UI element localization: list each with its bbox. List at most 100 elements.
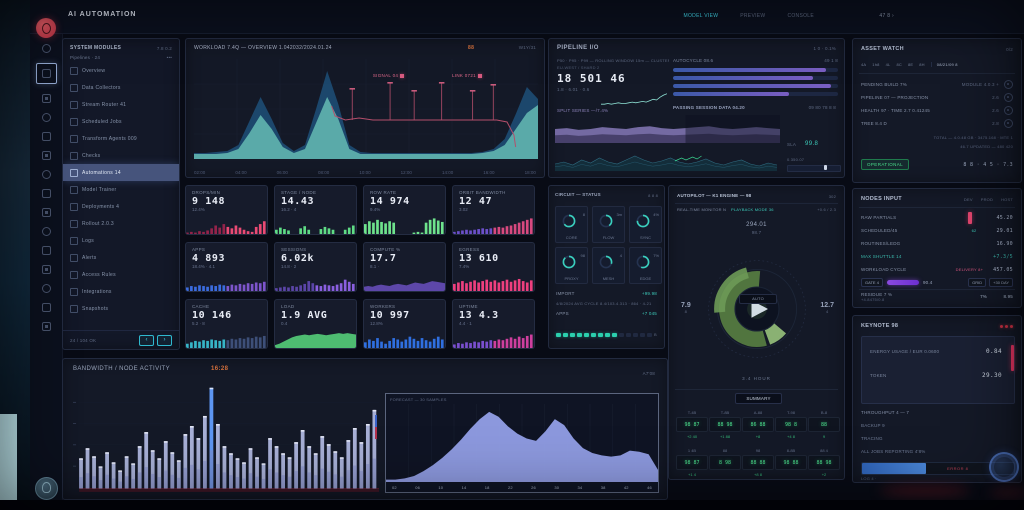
kpi-card[interactable]: LOAD 1.9 AVG 0.4 [274, 299, 357, 349]
ops-strip[interactable] [787, 165, 841, 172]
shield-icon[interactable] [41, 189, 51, 198]
gear-icon[interactable] [1004, 93, 1013, 102]
kpi-card[interactable]: DROPS/MIN 9 148 12.4% [185, 185, 268, 235]
circuit-tile[interactable]: 98 PROXY [555, 247, 588, 284]
kpi-card[interactable]: ROW RATE 14 974 9.4% [363, 185, 446, 235]
sidebar-item[interactable]: Deployments 4 [63, 198, 179, 215]
sidebar-item[interactable]: Overview [63, 62, 179, 79]
tab-4a[interactable]: 4A [861, 62, 867, 67]
tab-8e[interactable]: 8E [907, 62, 914, 67]
kpi-card[interactable]: STAGE / NODE 14.43 16.2 · 4 [274, 185, 357, 235]
clock-icon[interactable] [41, 246, 51, 255]
ops-strip-handle[interactable] [824, 165, 828, 170]
circuit-tile[interactable]: 7% EDGE [629, 247, 662, 284]
col-prod[interactable]: PROD [980, 197, 994, 202]
queue-bar-track [673, 67, 838, 73]
app-logo[interactable] [36, 18, 56, 38]
main-chart-panel: WORKLOAD 7.4Q — OVERVIEW 1.042032/2024.0… [185, 38, 545, 178]
kpi-chart [364, 331, 445, 348]
dial-stat-value: 88 [808, 417, 840, 432]
gear-icon[interactable] [1004, 80, 1013, 89]
chart-icon[interactable] [41, 132, 51, 141]
bell-icon[interactable] [41, 227, 51, 236]
sidebar-item-label: Logs [82, 237, 95, 244]
gear-icon[interactable] [1004, 106, 1013, 115]
kpi-card[interactable]: SESSIONS 6.02k 14.8 · 2 [274, 242, 357, 292]
sidebar-item[interactable]: Transform Agents 009 [63, 130, 179, 147]
cloud-icon[interactable] [41, 208, 51, 217]
sidebar-item[interactable]: Integrations [63, 283, 179, 300]
tools-icon[interactable] [41, 265, 51, 274]
sidebar-item[interactable]: Stream Router 41 [63, 96, 179, 113]
col-host[interactable]: HOST [1001, 197, 1013, 202]
terminal-icon[interactable] [41, 170, 51, 179]
sidebar-item[interactable]: Snapshots [63, 300, 179, 317]
sidebar-item[interactable]: Logs [63, 232, 179, 249]
sidebar-next-button[interactable]: › [157, 334, 172, 346]
sidebar-item-label: Data Collectors [82, 84, 121, 91]
node-row: ROUTINES/LEDG 16.90 [853, 237, 1021, 250]
kpi-chart [186, 217, 267, 234]
tab-08-21-09-8[interactable]: 08/21/09 8 [930, 62, 958, 67]
kpi-chart [453, 274, 534, 291]
sidebar-item[interactable]: Data Collectors [63, 79, 179, 96]
nav-model-view[interactable]: MODEL VIEW [683, 13, 719, 19]
archive-icon[interactable] [41, 322, 51, 331]
watch-row[interactable]: HEALTH 97 · TIME 2.7 0.41245 2.6 [853, 104, 1021, 117]
node-row-mid: 62 [971, 228, 977, 233]
sidebar-item[interactable]: Model Trainer [63, 181, 179, 198]
progress-track[interactable]: ERROR 8 [861, 462, 1015, 475]
users-icon[interactable] [41, 284, 51, 293]
segment [612, 332, 617, 337]
watch-row-value: 2.6 [992, 108, 999, 113]
kpi-card[interactable]: APPS 4 893 18.4% · 4.1 [185, 242, 268, 292]
circuit-tile[interactable]: 4 MESH [592, 247, 625, 284]
gate-button[interactable]: GRID [968, 278, 987, 287]
kpi-sub: 12.8% [370, 321, 383, 326]
watch-row[interactable]: TREE 8.4 D 2.8 [853, 117, 1021, 130]
chart-annotation: SIGNAL 04 [373, 73, 405, 78]
dial-center-tag[interactable]: AUTO [739, 294, 777, 304]
kpi-card[interactable]: ORBIT BANDWIDTH 12 47 3.02 [452, 185, 535, 235]
circuit-tile[interactable]: 3m FLOW [592, 206, 625, 243]
home-icon[interactable] [41, 44, 51, 53]
kpi-card[interactable]: EGRESS 13 610 7.4% [452, 242, 535, 292]
sidebar-item[interactable]: Access Rules [63, 266, 179, 283]
kpi-card[interactable]: WORKERS 10 997 12.8% [363, 299, 446, 349]
nav-preview[interactable]: PREVIEW [740, 13, 766, 19]
kpi-card[interactable]: UPTIME 13 4.3 4.4 · 1 [452, 299, 535, 349]
tab-1h8[interactable]: 1h8 [872, 62, 880, 67]
tab-8c[interactable]: 8C [896, 62, 902, 67]
circuit-tile[interactable]: 4% SYNC [629, 206, 662, 243]
tab-4l[interactable]: 4L [885, 62, 891, 67]
watch-row[interactable]: PENDING BUILD 7% MODULE 4.0.3 + [853, 78, 1021, 91]
sidebar-item[interactable]: Automations 14 [63, 164, 179, 181]
watch-row[interactable]: PIPELINE 07 — PROJECTION 2.6 [853, 91, 1021, 104]
gate-pill[interactable] [886, 280, 919, 285]
sidebar-item[interactable]: Rollout 2.0.3 [63, 215, 179, 232]
settings-icon[interactable] [41, 303, 51, 312]
kpi-card[interactable]: COMPUTE % 17.7 8.1 · [363, 242, 446, 292]
summary-button[interactable]: SUMMARY [735, 393, 782, 404]
gate-button[interactable]: +30 DAY [989, 278, 1013, 287]
cpu-icon[interactable] [41, 94, 51, 103]
sidebar-item[interactable]: Checks [63, 147, 179, 164]
keynote-card: ENERGY USAGE / EUR 0.0600 0.84 TOKEN 29.… [861, 336, 1015, 404]
sidebar-item[interactable]: Scheduled Jobs [63, 113, 179, 130]
tab-8h[interactable]: 8H [919, 62, 925, 67]
layers-icon[interactable] [41, 69, 51, 78]
kpi-card[interactable]: CACHE 10 146 5.2 · 8 [185, 299, 268, 349]
sidebar-prev-button[interactable]: ‹ [139, 334, 154, 346]
gate-chip[interactable]: GATE 4 [861, 278, 883, 287]
grid-icon[interactable] [41, 113, 51, 122]
col-dev[interactable]: DEV [963, 197, 973, 202]
sidebar-item[interactable]: Alerts [63, 249, 179, 266]
circuit-tile[interactable]: 8 CORE [555, 206, 588, 243]
database-icon[interactable] [41, 151, 51, 160]
user-avatar[interactable] [35, 477, 58, 500]
nav-console[interactable]: CONSOLE [787, 13, 814, 19]
kpi-title: DROPS/MIN [192, 190, 221, 195]
sidebar-group-label[interactable]: Pipelines · 24 [70, 55, 101, 60]
node-row-value: 29.01 [996, 227, 1013, 234]
gear-icon[interactable] [1004, 119, 1013, 128]
